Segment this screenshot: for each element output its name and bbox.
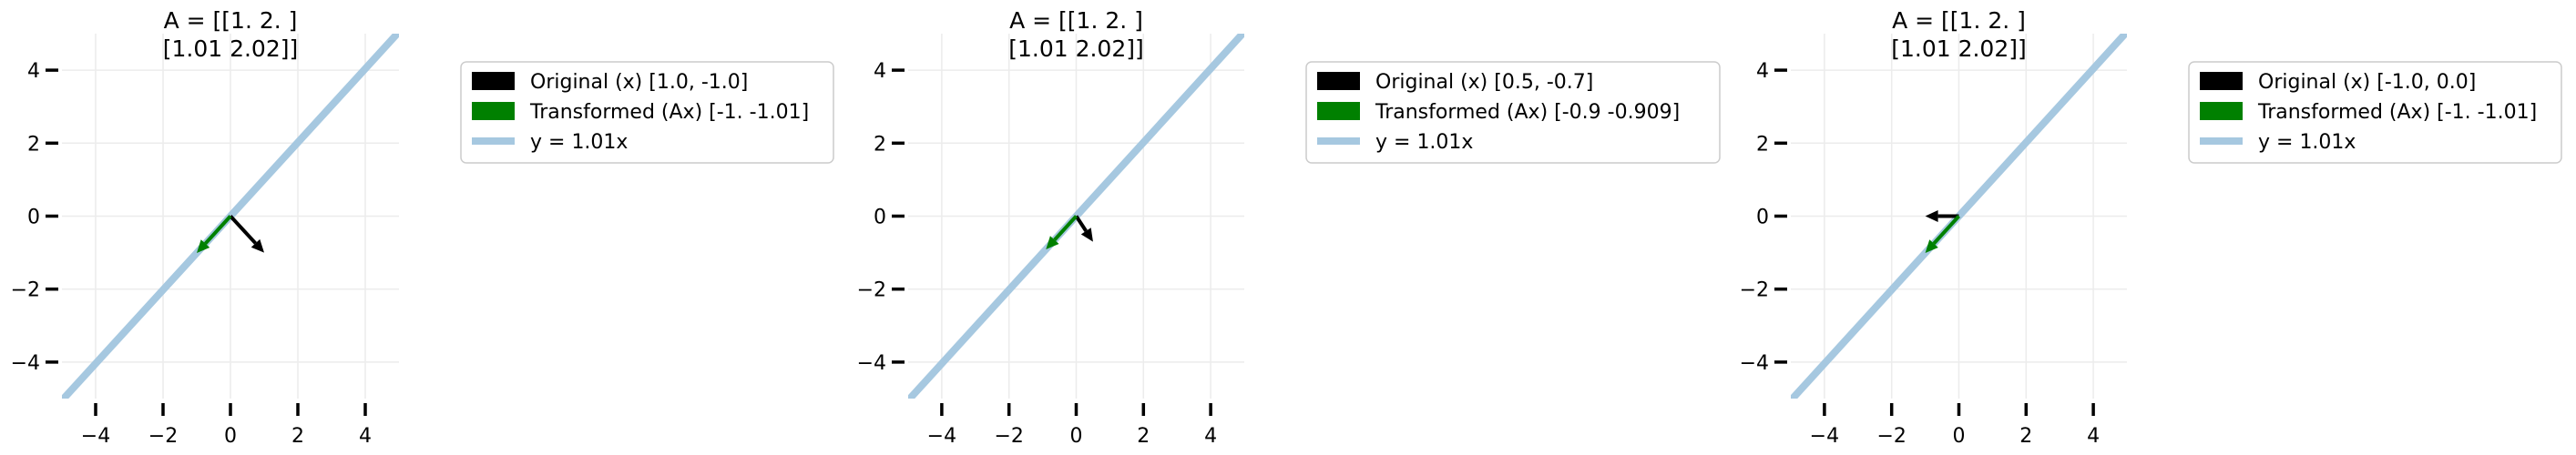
original-vector-arrow-head [250,238,264,253]
legend-entry-label: y = 1.01x [530,131,628,154]
y-tick-label: 0 [27,207,40,229]
chart-title-line-2: [1.01 2.02]] [1891,35,2027,62]
x-tick-label: −4 [1810,425,1839,448]
y-tick-label: 4 [874,60,886,83]
y-tick-label: 4 [1756,60,1769,83]
chart-title-line-2: [1.01 2.02]] [1008,35,1144,62]
x-tick-label: −2 [994,425,1023,448]
chart-title-line-1: A = [[1. 2. ] [1892,7,2026,34]
original-vector-arrow-shaft [229,215,257,245]
legend: Original (x) [1.0, -1.0] Transformed (Ax)… [460,61,834,164]
y-tick-label: 0 [874,207,886,229]
original-vector-arrow-head [1080,228,1093,242]
chart-title-line-1: A = [[1. 2. ] [164,7,298,34]
transformed-vector-arrow-shaft [1053,215,1078,241]
transformed-vector-arrow-shaft [203,215,232,246]
legend-entry-label: Transformed (Ax) [-1. -1.01] [2257,101,2537,124]
y-tick-label: 2 [1756,133,1769,156]
legend-entry-label: Original (x) [1.0, -1.0] [530,71,748,94]
x-tick-label: 0 [1070,425,1083,448]
y-tick-label: 2 [27,133,40,156]
x-tick-label: −2 [1876,425,1906,448]
legend-entry-label: Original (x) [0.5, -0.7] [1375,71,1593,94]
transformed-vector-arrow-shaft [1932,215,1960,245]
x-tick-label: 2 [2019,425,2032,448]
x-tick-label: 4 [1204,425,1217,448]
legend-swatch-original [472,72,515,90]
transformed-vector-arrow-head [1046,236,1059,249]
legend-swatch-transformed [1317,102,1360,120]
x-tick-label: 4 [359,425,372,448]
x-tick-label: 4 [2087,425,2100,448]
y-tick-label: 2 [874,133,886,156]
x-tick-label: −2 [148,425,178,448]
y-tick-label: −2 [11,279,40,302]
legend-swatch-original [2200,72,2243,90]
chart-title-line-2: [1.01 2.02]] [163,35,299,62]
x-tick-label: −4 [81,425,110,448]
original-vector-arrow-shaft [1074,215,1088,232]
legend-swatch-transformed [472,102,515,120]
y-tick-label: 4 [27,60,40,83]
x-tick-label: 2 [1137,425,1150,448]
y-tick-label: −4 [11,352,40,375]
legend: Original (x) [-1.0, 0.0] Transformed (Ax)… [2188,61,2562,164]
legend-swatch-original [1317,72,1360,90]
legend-entry-label: Transformed (Ax) [-1. -1.01] [529,101,809,124]
chart-panel-1: −4 −2 0 2 4 −4 −2 0 2 4 A = [[1. 2. ][1.01 2.02]] O… [11,7,834,448]
chart-title-line-1: A = [[1. 2. ] [1009,7,1143,34]
transformed-vector-arrow-head [197,239,210,254]
legend-entry-label: y = 1.01x [2258,131,2356,154]
legend-entry-label: Transformed (Ax) [-0.9 -0.909] [1375,101,1680,124]
chart-panel-3: −4 −2 0 2 4 −4 −2 0 2 4 A = [[1. 2. ][1.01 2.02]] O… [1740,7,2562,448]
x-tick-label: 2 [291,425,304,448]
legend-swatch-transformed [2200,102,2243,120]
legend-box [1305,61,1721,164]
chart-panel-2: −4 −2 0 2 4 −4 −2 0 2 4 A = [[1. 2. ][1.01 2.02]] O… [857,7,1721,448]
x-tick-label: 0 [1953,425,1966,448]
y-tick-label: −2 [1740,279,1769,302]
legend: Original (x) [0.5, -0.7] Transformed (Ax)… [1305,61,1721,164]
original-vector-arrow-head [1925,210,1938,222]
y-tick-label: 0 [1756,207,1769,229]
legend-box [460,61,834,164]
x-tick-label: −4 [927,425,956,448]
y-tick-label: −4 [857,352,886,375]
transformed-vector-arrow-head [1925,239,1938,254]
y-tick-label: −4 [1740,352,1769,375]
x-tick-label: 0 [224,425,237,448]
y-tick-label: −2 [857,279,886,302]
legend-box [2188,61,2562,164]
legend-entry-label: Original (x) [-1.0, 0.0] [2258,71,2476,94]
legend-entry-label: y = 1.01x [1375,131,1473,154]
